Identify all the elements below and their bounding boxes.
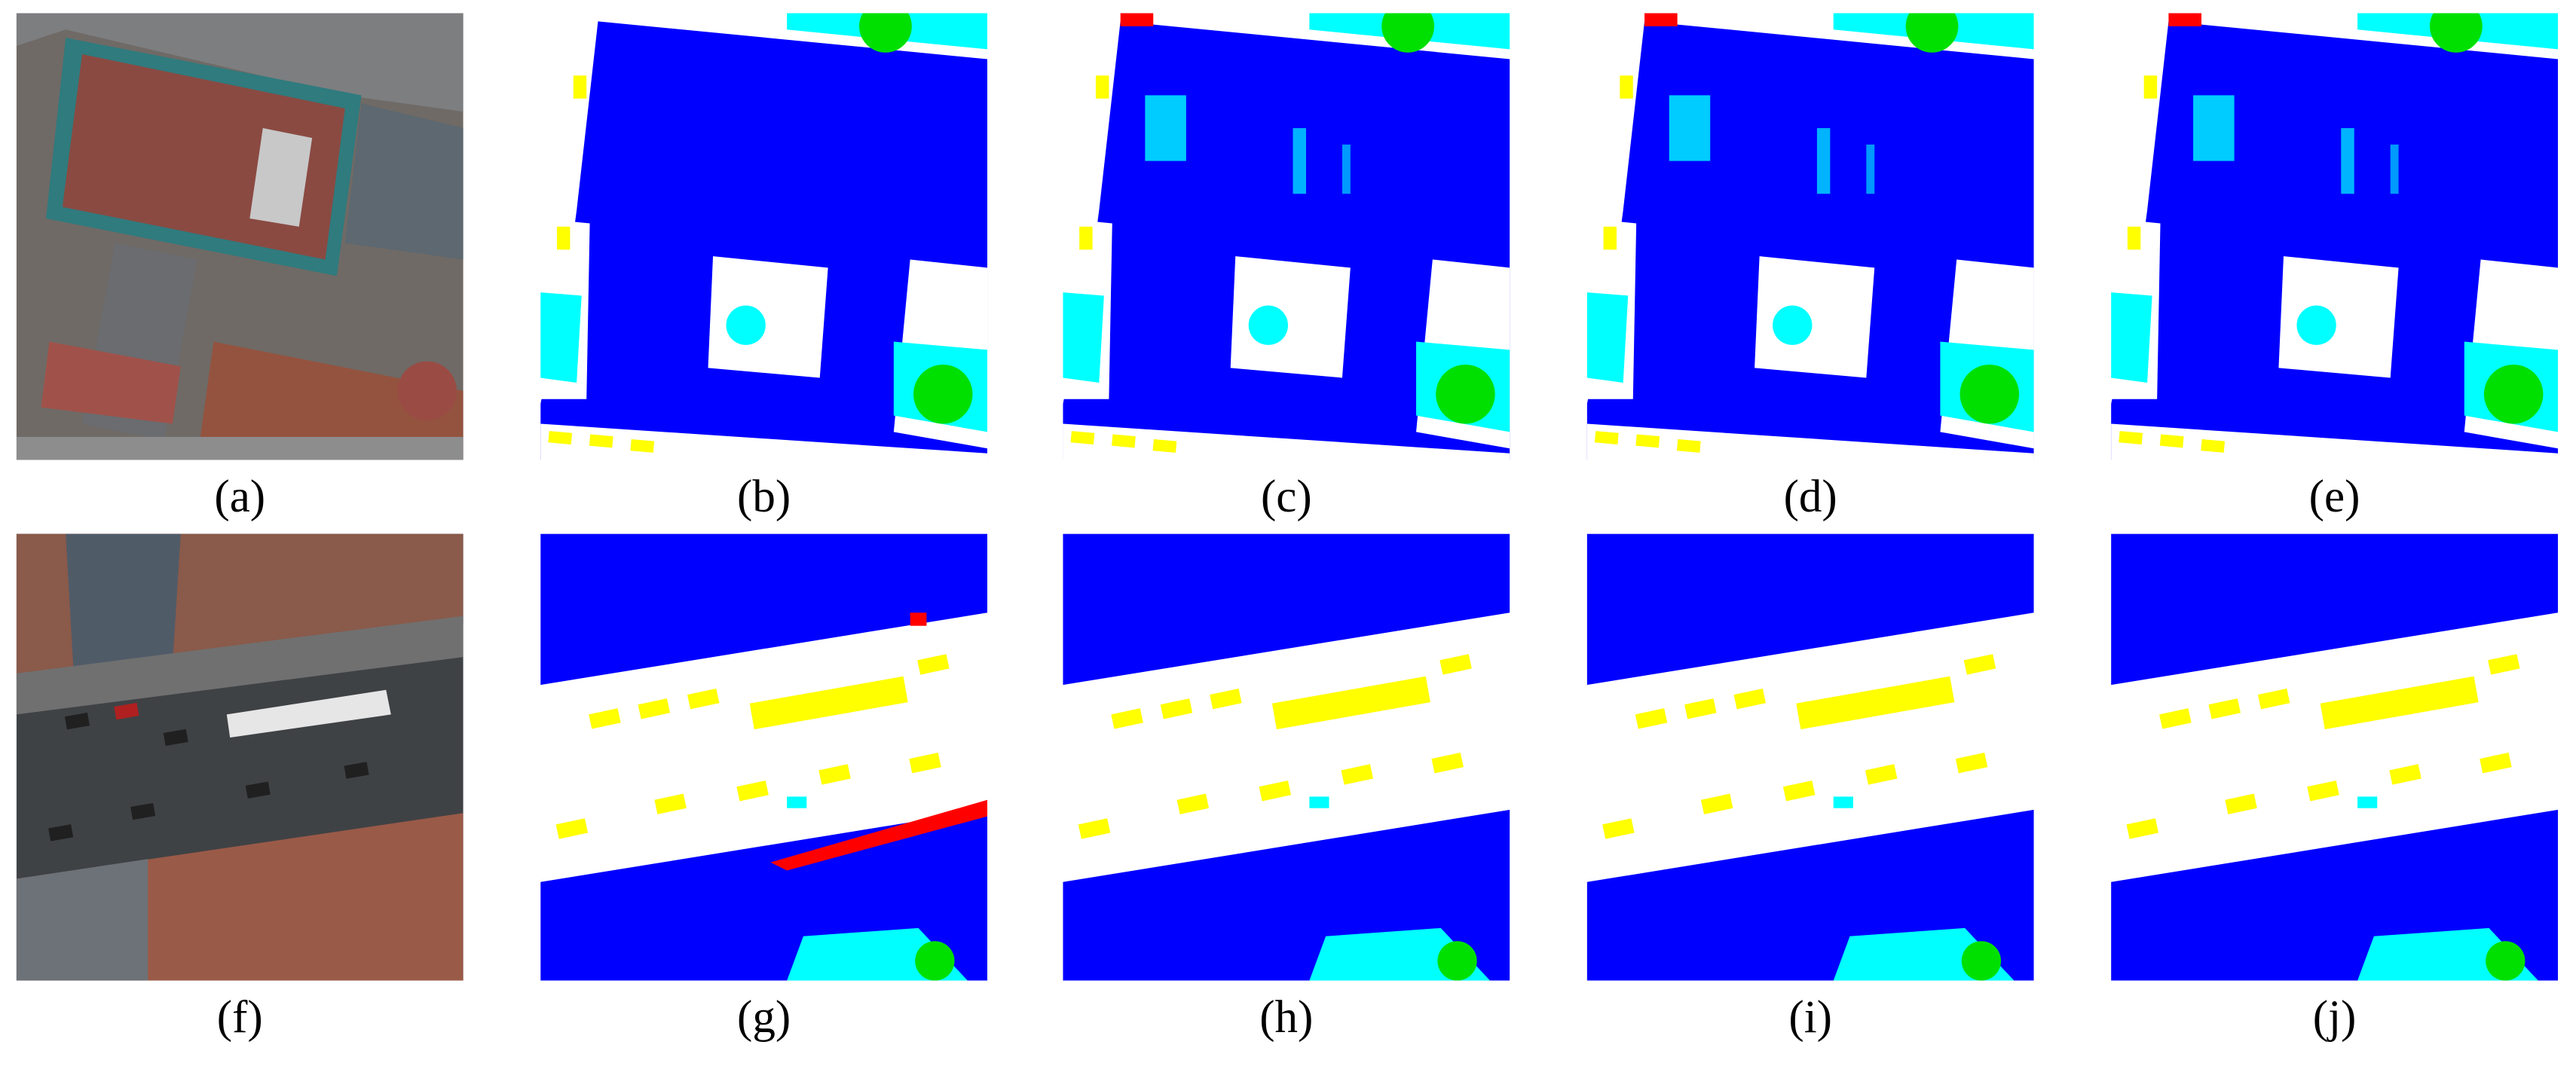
- segmentation-map: [2111, 13, 2559, 460]
- panel-label: (j): [2313, 992, 2357, 1043]
- panel-label: (g): [737, 992, 791, 1043]
- panel-label: (f): [217, 992, 263, 1043]
- panel-label: (h): [1259, 992, 1313, 1043]
- row-1: [16, 13, 2559, 460]
- panel-label: (c): [1261, 472, 1312, 522]
- segmentation-map: [1063, 13, 1510, 460]
- segmentation-map: [1586, 533, 2034, 981]
- panel-label: (b): [737, 472, 791, 522]
- segmentation-map: [2111, 533, 2559, 981]
- aerial-image: [16, 533, 463, 981]
- panel-label: (a): [214, 472, 265, 522]
- labels: (a) (b) (c) (d) (e) (f) (g) (h) (i) (j): [214, 472, 2360, 1043]
- panel-label: (i): [1788, 992, 1832, 1043]
- segmentation-map: [540, 13, 988, 460]
- segmentation-map: [540, 533, 988, 981]
- panel-label: (d): [1784, 472, 1837, 522]
- row-2: [16, 533, 2559, 981]
- panel-label: (e): [2309, 472, 2360, 522]
- segmentation-map: [1586, 13, 2034, 460]
- segmentation-map: [1063, 533, 1510, 981]
- aerial-image: [16, 13, 463, 460]
